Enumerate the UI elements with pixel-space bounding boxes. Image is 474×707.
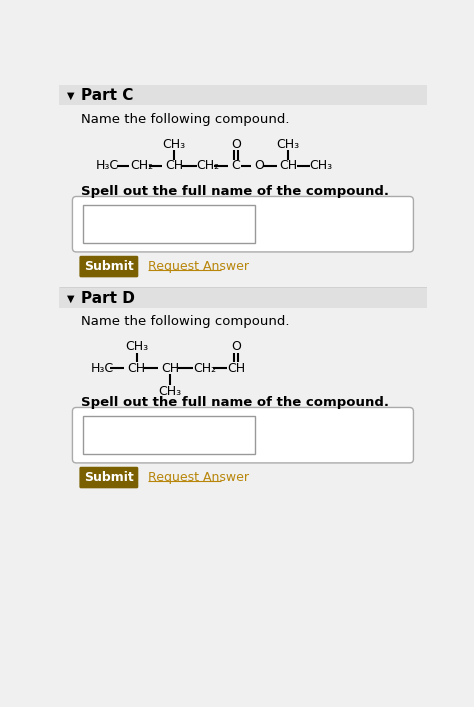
Text: O: O [231,340,241,353]
Text: CH: CH [128,362,146,375]
Text: H₃C: H₃C [96,159,119,173]
Text: ▼: ▼ [67,90,74,100]
FancyBboxPatch shape [80,256,138,277]
Text: CH: CH [161,362,179,375]
FancyBboxPatch shape [80,467,138,489]
Text: Part D: Part D [81,291,135,306]
Text: Part C: Part C [81,88,133,103]
Text: O: O [231,138,241,151]
Text: CH₃: CH₃ [125,340,148,353]
Text: CH₃: CH₃ [158,385,182,398]
Text: CH₂: CH₂ [130,159,153,173]
Text: Submit: Submit [84,260,134,273]
FancyBboxPatch shape [73,407,413,463]
Text: ▼: ▼ [67,294,74,304]
Text: Spell out the full name of the compound.: Spell out the full name of the compound. [81,396,389,409]
Text: C: C [232,159,240,173]
FancyBboxPatch shape [73,197,413,252]
Text: CH₃: CH₃ [309,159,332,173]
Text: Submit: Submit [84,471,134,484]
Text: Request Answer: Request Answer [147,260,248,273]
Bar [59,288,427,308]
Text: Name the following compound.: Name the following compound. [81,113,290,126]
Text: Request Answer: Request Answer [147,471,248,484]
Text: CH: CH [279,159,297,173]
Text: CH₂: CH₂ [197,159,219,173]
Text: CH: CH [227,362,245,375]
Bar [59,85,427,105]
Bar [82,416,255,455]
Text: O: O [254,159,264,173]
Bar [82,205,255,243]
Text: H₃C: H₃C [91,362,113,375]
Text: Spell out the full name of the compound.: Spell out the full name of the compound. [81,185,389,197]
Text: CH: CH [165,159,183,173]
Text: CH₃: CH₃ [276,138,300,151]
Text: CH₂: CH₂ [193,362,217,375]
Text: CH₃: CH₃ [163,138,185,151]
Text: Name the following compound.: Name the following compound. [81,315,290,329]
